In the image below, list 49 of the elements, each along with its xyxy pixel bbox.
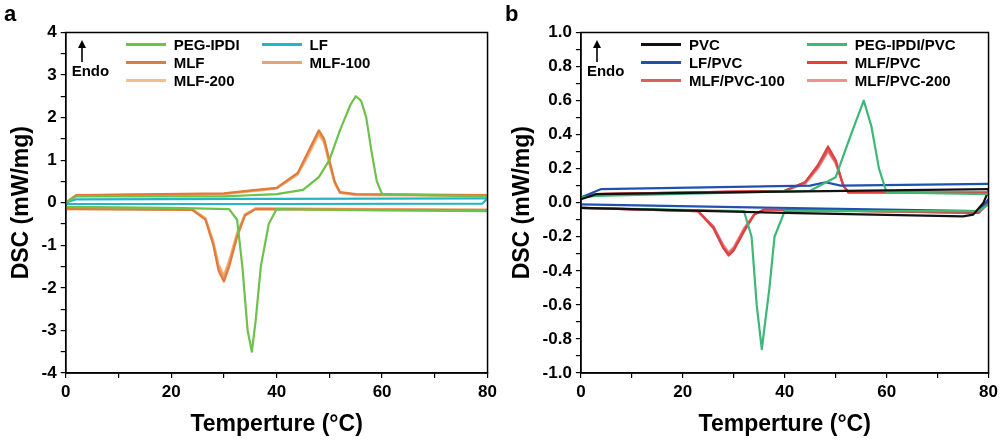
y-tick-label: -0.6 [542,294,572,314]
x-tick-label: 20 [673,381,693,401]
y-tick-label: 1.0 [548,22,572,42]
x-tick-label: 80 [979,381,999,401]
y-tick-label: 4 [47,22,58,42]
y-axis-title: DSC (mW/mg) [7,126,34,280]
y-tick-label: 0 [47,192,57,212]
y-tick-label: -4 [41,362,58,382]
x-tick-label: 40 [775,381,795,401]
y-tick-label: -0.8 [542,328,572,348]
legend-label: LF [309,36,328,54]
legend-label: LF/PVC [688,54,743,72]
x-axis-title: Temperture (°C) [698,409,871,436]
legend-label: PEG-IPDI [173,36,240,54]
legend-label: MLF/PVC-200 [854,72,951,90]
y-tick-label: 3 [47,64,57,84]
x-tick-label: 0 [60,381,71,401]
chart-title: a [4,1,17,27]
legend-label: MLF-100 [309,54,371,72]
chart-title: b [505,1,519,27]
y-tick-label: 0.2 [548,158,572,178]
legend-label: MLF/PVC-100 [688,72,785,90]
x-axis-title: Temperture (°C) [190,409,363,436]
legend-label: PVC [688,36,720,54]
y-tick-label: -1.0 [542,362,572,382]
y-tick-label: -2 [41,277,57,297]
y-tick-label: 0.6 [548,90,572,110]
y-tick-label: -3 [41,320,57,340]
annotation: Endo [586,62,625,80]
legend-label: MLF [173,54,205,72]
legend-label: PEG-IPDI/PVC [854,36,956,54]
y-axis-title: DSC (mW/mg) [508,126,535,280]
y-tick-label: -1 [41,234,57,254]
x-tick-label: 20 [161,381,181,401]
y-tick-label: 0.4 [548,124,573,144]
x-tick-label: 80 [478,381,498,401]
x-tick-label: 40 [267,381,287,401]
legend-label: MLF-200 [173,72,235,90]
y-tick-label: 0.0 [548,192,572,212]
x-tick-label: 60 [372,381,392,401]
y-tick-label: 2 [47,107,57,127]
y-tick-label: 0.8 [548,56,572,76]
x-tick-label: 0 [576,381,586,401]
y-tick-label: 1 [47,149,57,169]
y-tick-label: -0.2 [542,226,572,246]
annotation: Endo [71,62,110,80]
legend-label: MLF/PVC [854,54,921,72]
y-tick-label: -0.4 [542,260,573,280]
x-tick-label: 60 [877,381,897,401]
